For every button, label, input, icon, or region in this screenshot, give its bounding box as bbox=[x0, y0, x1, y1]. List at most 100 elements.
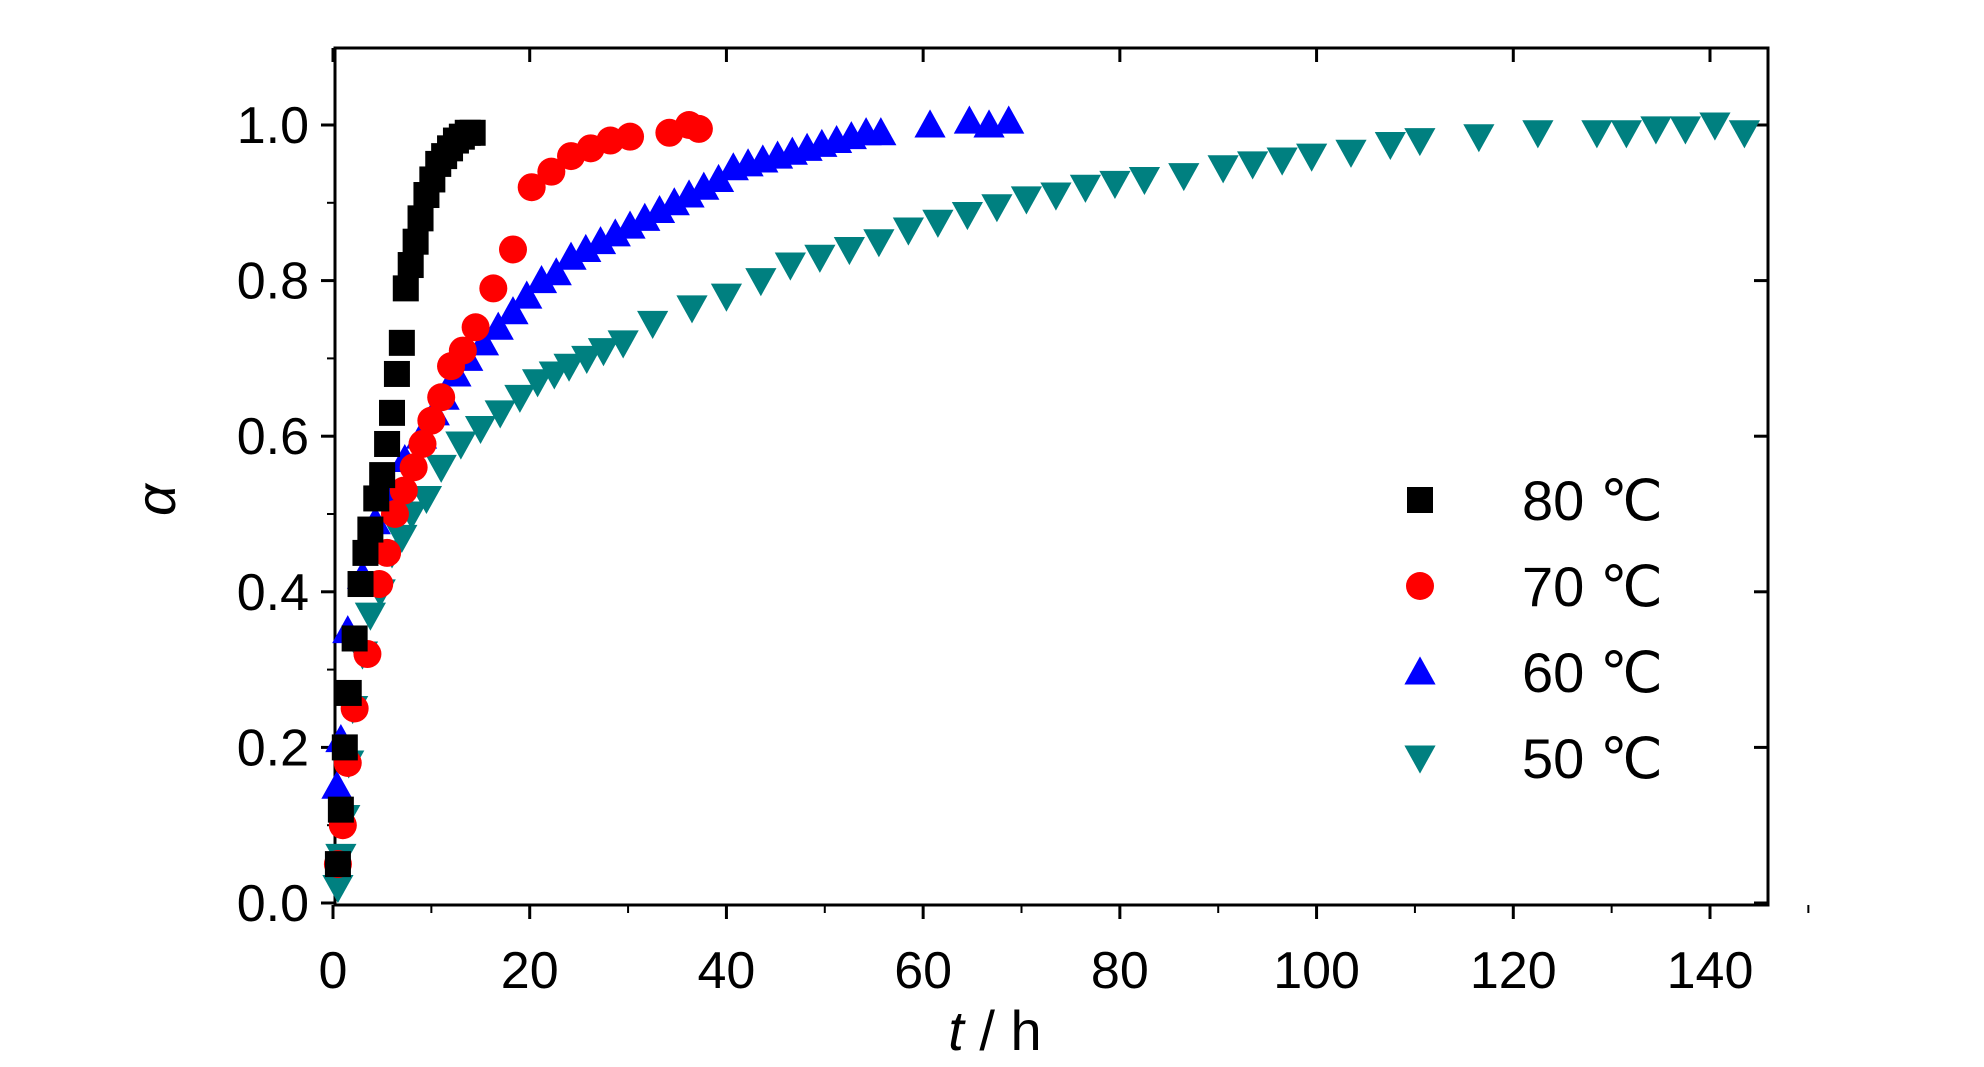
data-point bbox=[402, 228, 429, 255]
data-point bbox=[863, 229, 895, 258]
data-point bbox=[922, 209, 954, 238]
data-point bbox=[399, 453, 428, 482]
legend-label: 80 ℃ bbox=[1522, 469, 1663, 532]
y-tick-label: 1.0 bbox=[237, 97, 309, 155]
data-point bbox=[1237, 151, 1269, 180]
data-point bbox=[1335, 139, 1367, 168]
data-point bbox=[1266, 147, 1298, 176]
data-point bbox=[607, 330, 639, 359]
data-point bbox=[555, 241, 587, 270]
data-point bbox=[397, 252, 424, 279]
data-point bbox=[388, 329, 415, 356]
data-point bbox=[374, 430, 401, 457]
data-point bbox=[1069, 174, 1102, 203]
x-tick-label: 80 bbox=[1091, 942, 1149, 1000]
data-point bbox=[1640, 116, 1672, 145]
data-point bbox=[571, 345, 603, 374]
data-point bbox=[892, 217, 924, 246]
data-point bbox=[464, 415, 497, 445]
x-tick-label: 140 bbox=[1667, 942, 1754, 1000]
data-point bbox=[427, 383, 456, 412]
data-point bbox=[352, 539, 379, 566]
data-point bbox=[322, 874, 354, 904]
y-axis-title: α bbox=[124, 482, 187, 516]
legend-label: 70 ℃ bbox=[1522, 555, 1663, 618]
data-point bbox=[369, 462, 396, 489]
data-point bbox=[616, 122, 645, 151]
data-point bbox=[553, 353, 585, 382]
data-point bbox=[497, 296, 529, 325]
data-point bbox=[1374, 131, 1406, 161]
data-point bbox=[1669, 116, 1702, 145]
data-point bbox=[1040, 182, 1072, 211]
data-point bbox=[417, 406, 446, 435]
data-point bbox=[379, 399, 406, 426]
data-point bbox=[383, 360, 410, 387]
data-point bbox=[629, 202, 661, 231]
x-tick-label: 120 bbox=[1470, 942, 1557, 1000]
data-point bbox=[482, 311, 514, 340]
data-point bbox=[521, 369, 554, 398]
legend-marker bbox=[1404, 745, 1436, 774]
data-point bbox=[357, 516, 384, 543]
data-point bbox=[702, 163, 735, 192]
data-point bbox=[386, 524, 418, 553]
data-point bbox=[1296, 143, 1328, 172]
data-point bbox=[658, 187, 690, 216]
data-point bbox=[392, 275, 419, 302]
data-point bbox=[1699, 112, 1731, 141]
legend-marker bbox=[1407, 487, 1433, 513]
data-point bbox=[1463, 124, 1495, 153]
x-tick-label: 40 bbox=[698, 942, 756, 1000]
y-tick-label: 0.8 bbox=[237, 253, 309, 311]
data-point bbox=[953, 105, 985, 134]
data-point bbox=[774, 252, 806, 281]
y-tick-label: 0.2 bbox=[237, 719, 309, 777]
data-point bbox=[331, 734, 358, 761]
data-point bbox=[673, 179, 705, 208]
data-point bbox=[354, 602, 386, 631]
data-point bbox=[1610, 120, 1642, 149]
x-tick-label: 60 bbox=[894, 942, 952, 1000]
data-point bbox=[676, 295, 708, 324]
y-tick-label: 0.6 bbox=[237, 408, 309, 466]
data-point bbox=[1128, 166, 1161, 196]
data-point bbox=[537, 157, 566, 186]
data-point bbox=[327, 796, 354, 823]
data-point bbox=[584, 226, 617, 255]
data-point bbox=[459, 119, 486, 146]
data-point bbox=[1099, 170, 1131, 199]
x-tick-label: 100 bbox=[1273, 942, 1360, 1000]
data-point bbox=[324, 851, 351, 878]
data-point bbox=[341, 625, 368, 652]
data-point bbox=[389, 476, 418, 505]
legend: 80 ℃ 70 ℃ 60 ℃ 50 ℃ bbox=[1404, 469, 1663, 790]
data-point bbox=[511, 280, 543, 309]
data-point bbox=[745, 268, 777, 297]
data-point bbox=[498, 235, 527, 264]
data-point bbox=[525, 265, 558, 294]
data-point bbox=[335, 679, 362, 706]
data-point bbox=[951, 201, 984, 231]
data-point bbox=[363, 485, 390, 512]
plot-frame bbox=[333, 46, 1770, 907]
x-tick-label: 20 bbox=[501, 942, 559, 1000]
data-point bbox=[1207, 155, 1239, 184]
x-axis-title-unit: / h bbox=[964, 999, 1042, 1062]
data-point bbox=[410, 485, 443, 515]
data-point bbox=[833, 237, 865, 266]
data-point bbox=[914, 109, 946, 138]
y-tick-label: 0.4 bbox=[237, 564, 309, 622]
data-point bbox=[1404, 128, 1436, 157]
data-point bbox=[637, 310, 669, 339]
data-point bbox=[993, 105, 1025, 134]
data-point bbox=[599, 218, 631, 247]
data-point bbox=[710, 283, 743, 312]
data-point bbox=[684, 114, 713, 143]
data-point bbox=[981, 194, 1013, 223]
data-point bbox=[1010, 186, 1043, 215]
data-point bbox=[614, 210, 646, 239]
data-point bbox=[321, 770, 353, 799]
